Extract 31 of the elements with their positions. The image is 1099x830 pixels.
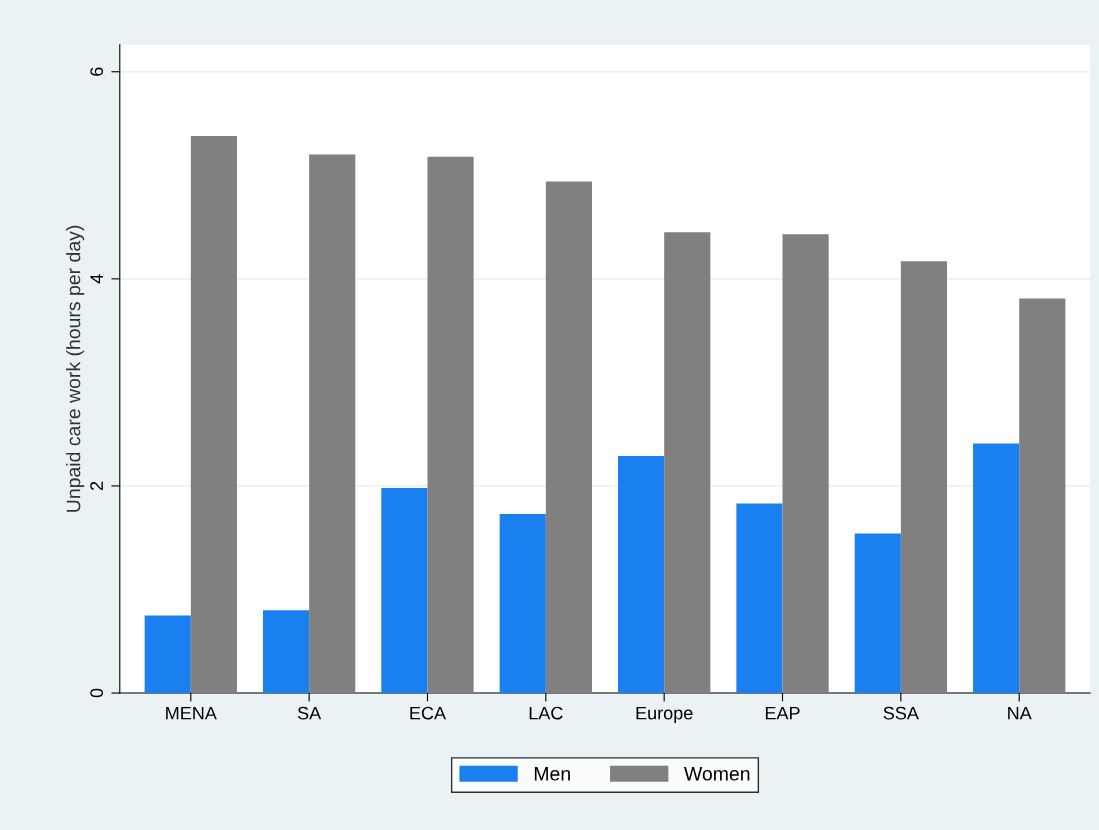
y-tick-label: 4: [90, 274, 103, 284]
x-tick-label: MENA: [166, 706, 217, 720]
bar: [900, 261, 948, 694]
bar: [782, 234, 829, 694]
x-tick-label: Europe: [636, 706, 693, 724]
bar: [973, 443, 1020, 694]
bar: [1019, 298, 1066, 694]
legend-label: Women: [684, 767, 750, 781]
y-tick-label: 0: [90, 688, 104, 698]
x-tick-label: EAP: [765, 706, 800, 720]
bar: [190, 135, 237, 694]
bar: [664, 232, 711, 694]
bar: [381, 488, 428, 694]
bar: [854, 533, 901, 694]
x-tick-label: SA: [297, 706, 322, 720]
bar: [144, 615, 191, 694]
y-tick-label: 6: [90, 67, 104, 76]
x-tick-label: SSA: [883, 706, 919, 720]
bar: [309, 154, 356, 694]
bar: [427, 156, 474, 694]
bar: [618, 455, 665, 694]
x-tick-label: ECA: [410, 706, 447, 720]
bar: [545, 181, 592, 694]
legend-label: Men: [534, 767, 570, 781]
y-tick-label: 2: [90, 481, 103, 491]
bar: [499, 513, 546, 694]
x-tick-label: LAC: [529, 706, 563, 720]
bar: [736, 503, 783, 694]
bar: [262, 610, 310, 694]
y-axis-title: Unpaid care work (hours per day): [66, 225, 85, 512]
x-tick-label: NA: [1008, 706, 1032, 720]
